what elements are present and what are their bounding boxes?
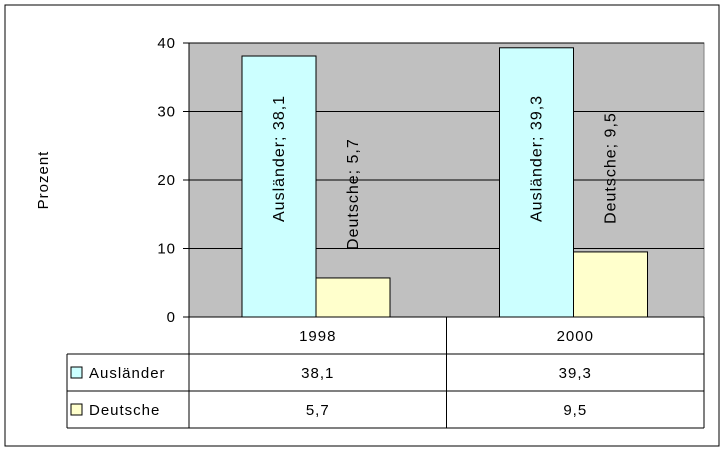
table-value: 5,7 [306,402,330,419]
y-tick-label: 30 [157,104,176,121]
bar-1-0 [315,277,391,318]
legend-key [70,403,83,416]
legend-entry: Ausländer [89,365,166,382]
table-value: 39,3 [559,365,592,382]
bar-label: Deutsche; 9,5 [603,112,620,224]
y-axis: 0 10 20 30 40 [157,35,190,326]
legend-entry: Deutsche [89,402,160,419]
y-axis-label: Prozent [35,151,52,210]
bar-label: Ausländer; 39,3 [529,95,546,222]
bar-label: Ausländer; 38,1 [271,95,288,222]
legend-key [70,366,83,379]
table-value: 9,5 [563,402,587,419]
y-tick-label: 10 [157,241,176,258]
y-tick-label: 0 [167,309,176,326]
bar-0-0 [241,55,317,318]
bar-1-1 [573,251,648,318]
bar-0-1 [499,47,574,318]
bar-label: Deutsche; 5,7 [345,138,362,250]
x-tick-label: 1998 [299,328,336,345]
y-tick-label: 20 [157,172,176,189]
x-tick-label: 2000 [557,328,594,345]
y-tick-label: 40 [157,35,176,52]
bars: Ausländer; 38,1 Deutsche; 5,7 Ausländer; 3… [241,47,648,318]
table-value: 38,1 [301,365,334,382]
data-table: 1998 2000 Ausländer 38,1 39,3 Deutsche 5,7 9,5 [66,316,705,429]
